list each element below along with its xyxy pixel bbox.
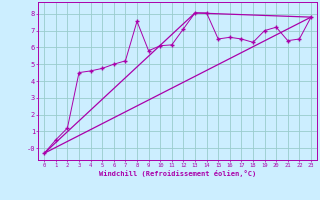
X-axis label: Windchill (Refroidissement éolien,°C): Windchill (Refroidissement éolien,°C) <box>99 170 256 177</box>
